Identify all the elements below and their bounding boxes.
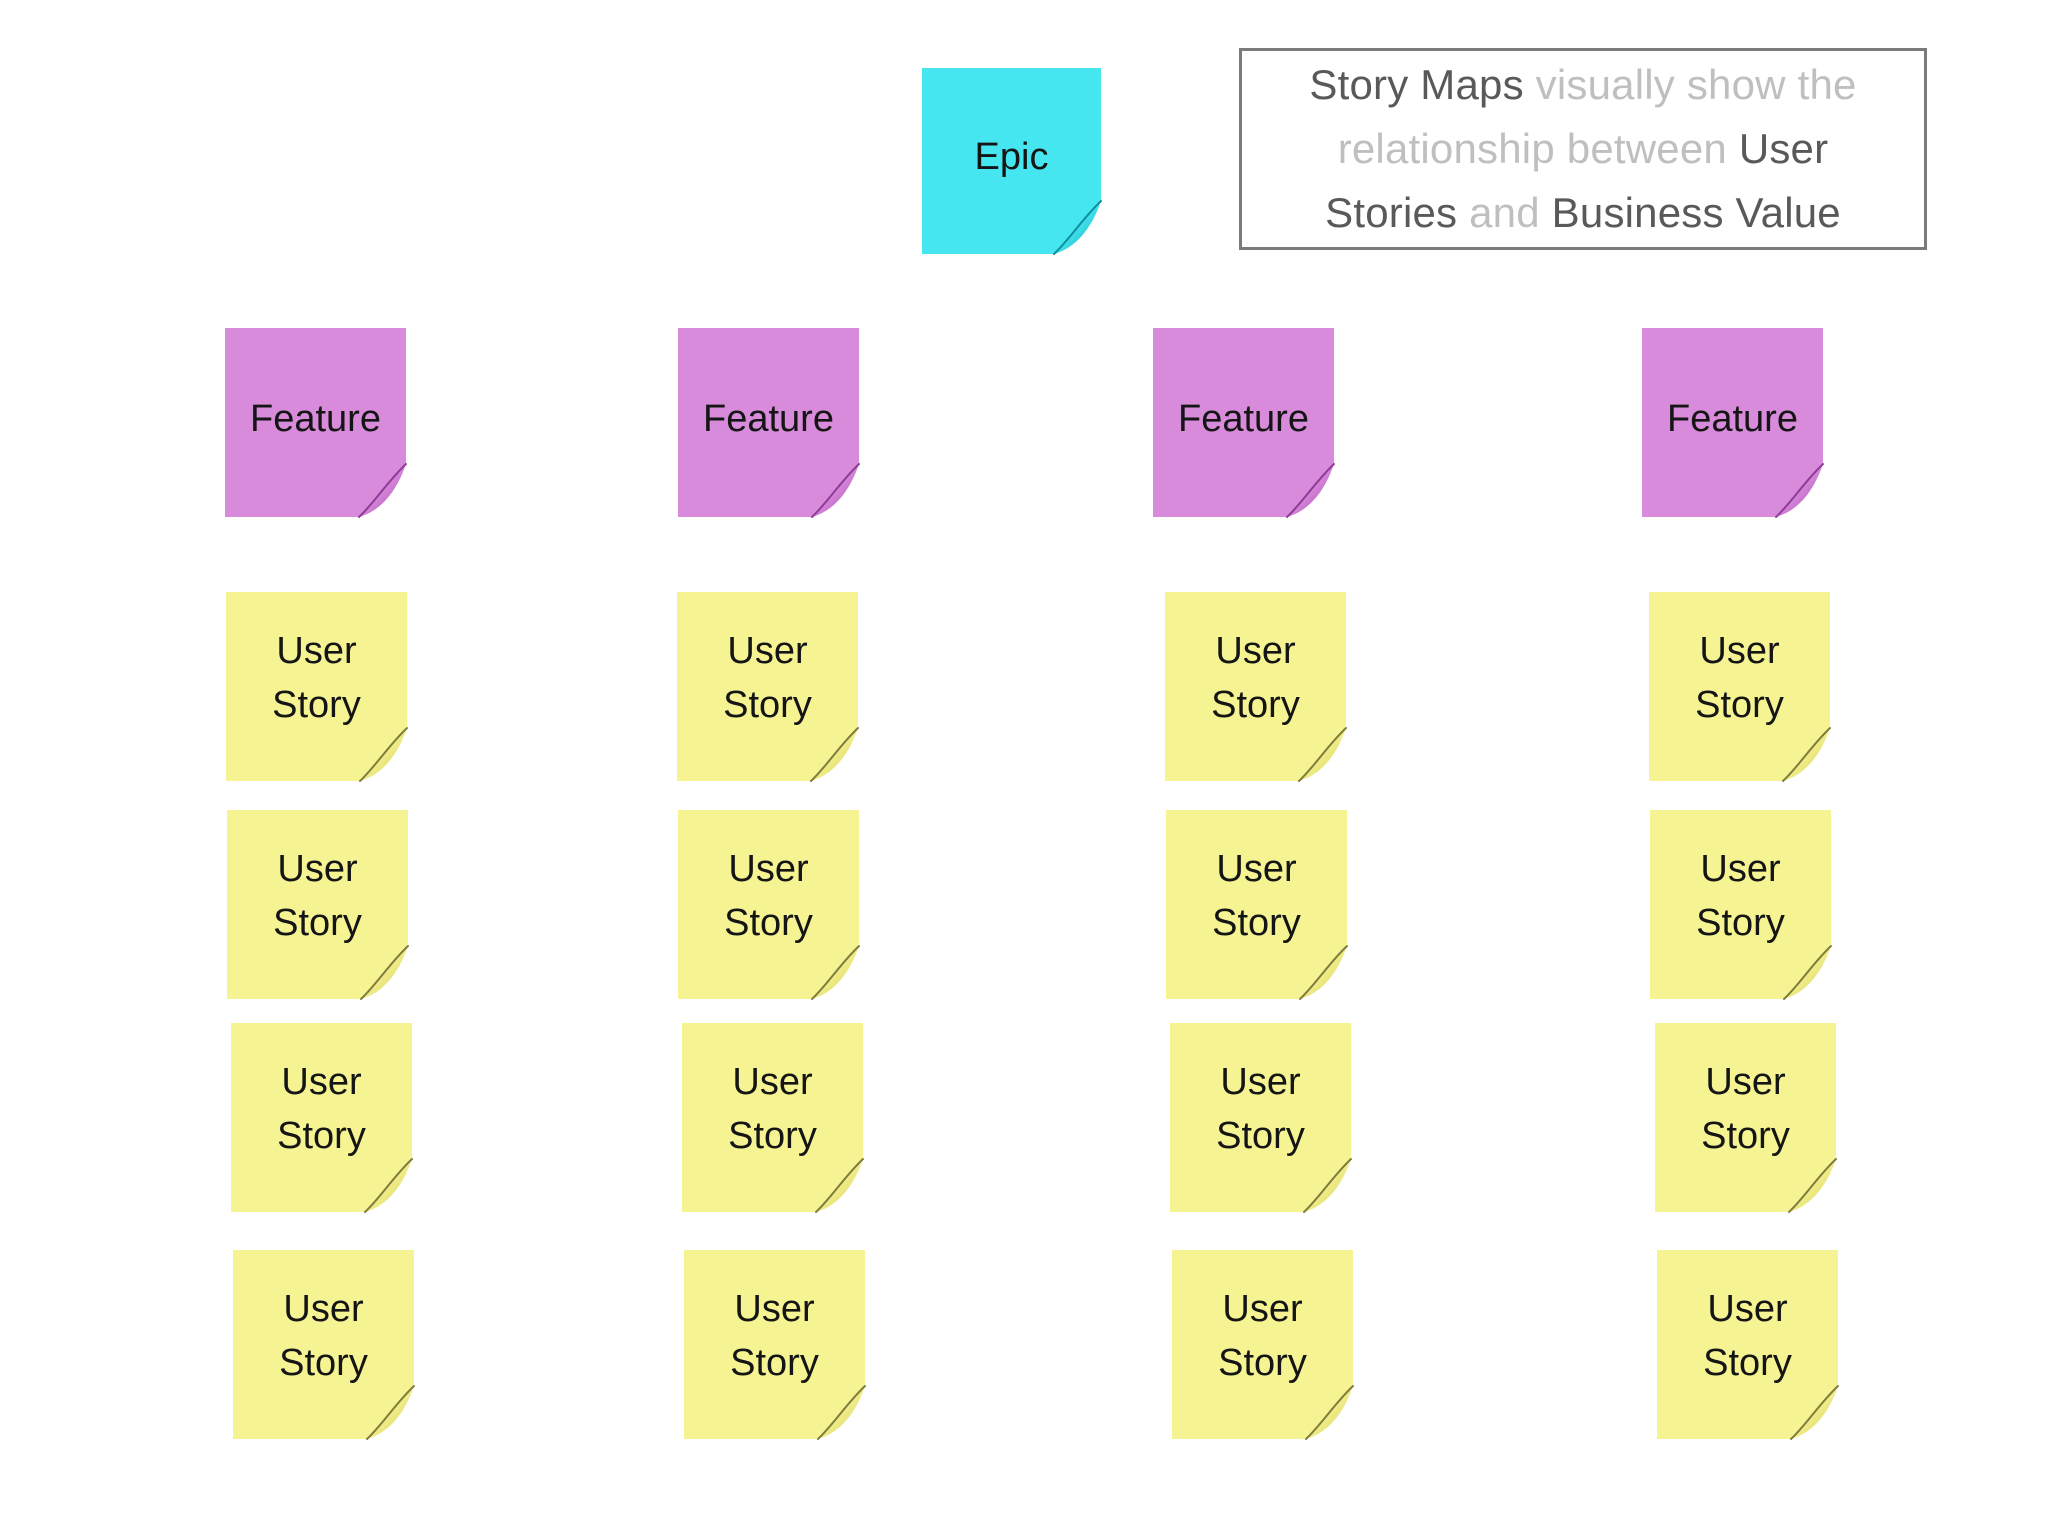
note-body: [226, 592, 407, 781]
epic-note[interactable]: Epic: [922, 68, 1102, 255]
user-story-note-label: User Story: [1211, 629, 1300, 726]
caption-text: and: [1457, 189, 1552, 236]
feature-note-label: Feature: [250, 397, 381, 440]
feature-note-label: Feature: [703, 397, 834, 440]
corner-fold: [1298, 727, 1347, 782]
user-story-note[interactable]: User Story: [227, 810, 409, 1000]
feature-note-label: Feature: [1667, 397, 1798, 440]
caption-text: Business Value: [1551, 189, 1841, 236]
corner-fold: [1775, 463, 1824, 518]
corner-fold: [1053, 200, 1102, 255]
user-story-note-label: User Story: [273, 847, 362, 944]
user-story-note-label: User Story: [277, 1060, 366, 1157]
corner-fold: [811, 945, 860, 1000]
note-body: [1649, 592, 1830, 781]
note-body: [684, 1250, 865, 1439]
caption-text: Stories: [1325, 189, 1458, 236]
caption-text: visually show the: [1523, 61, 1857, 108]
user-story-note[interactable]: User Story: [231, 1023, 413, 1213]
user-story-note-label: User Story: [728, 1060, 817, 1157]
user-story-note[interactable]: User Story: [682, 1023, 864, 1213]
user-story-note-label: User Story: [1696, 847, 1785, 944]
corner-fold: [366, 1385, 415, 1440]
user-story-note[interactable]: User Story: [1170, 1023, 1352, 1213]
note-body: [682, 1023, 863, 1212]
corner-fold: [1788, 1158, 1837, 1213]
caption-text: Story Maps: [1309, 61, 1524, 108]
user-story-note-label: User Story: [1216, 1060, 1305, 1157]
caption-line: relationship between User: [1242, 117, 1924, 181]
user-story-note[interactable]: User Story: [1172, 1250, 1354, 1440]
note-body: [1655, 1023, 1836, 1212]
user-story-note[interactable]: User Story: [678, 810, 860, 1000]
note-body: [677, 592, 858, 781]
user-story-note-label: User Story: [730, 1287, 819, 1384]
corner-fold: [811, 463, 860, 518]
user-story-note-label: User Story: [1703, 1287, 1792, 1384]
note-body: [231, 1023, 412, 1212]
note-body: [1165, 592, 1346, 781]
corner-fold: [360, 945, 409, 1000]
user-story-note[interactable]: User Story: [1649, 592, 1831, 782]
user-story-note[interactable]: User Story: [226, 592, 408, 782]
note-body: [1650, 810, 1831, 999]
user-story-note-label: User Story: [1212, 847, 1301, 944]
corner-fold: [358, 463, 407, 518]
user-story-note-label: User Story: [723, 629, 812, 726]
caption-text: User: [1726, 125, 1829, 172]
user-story-note-label: User Story: [724, 847, 813, 944]
note-body: [1172, 1250, 1353, 1439]
corner-fold: [1305, 1385, 1354, 1440]
caption-line: Story Maps visually show the: [1242, 53, 1924, 117]
note-body: [1166, 810, 1347, 999]
user-story-note[interactable]: User Story: [684, 1250, 866, 1440]
corner-fold: [364, 1158, 413, 1213]
user-story-note-label: User Story: [272, 629, 361, 726]
epic-note-label: Epic: [974, 136, 1049, 179]
note-body: [1170, 1023, 1351, 1212]
user-story-note[interactable]: User Story: [677, 592, 859, 782]
corner-fold: [1783, 945, 1832, 1000]
note-body: [1642, 328, 1823, 517]
caption-box: Story Maps visually show the relationshi…: [1239, 48, 1927, 250]
note-body: [227, 810, 408, 999]
corner-fold: [1299, 945, 1348, 1000]
corner-fold: [817, 1385, 866, 1440]
note-body: [678, 328, 859, 517]
note-body: [233, 1250, 414, 1439]
feature-note[interactable]: Feature: [225, 328, 407, 518]
user-story-note[interactable]: User Story: [1165, 592, 1347, 782]
corner-fold: [1303, 1158, 1352, 1213]
note-body: [1153, 328, 1334, 517]
corner-fold: [810, 727, 859, 782]
feature-note[interactable]: Feature: [678, 328, 860, 518]
note-body: [678, 810, 859, 999]
user-story-note-label: User Story: [1701, 1060, 1790, 1157]
user-story-note[interactable]: User Story: [1657, 1250, 1839, 1440]
note-body: [922, 68, 1101, 254]
user-story-note-label: User Story: [279, 1287, 368, 1384]
user-story-note[interactable]: User Story: [1166, 810, 1348, 1000]
corner-fold: [359, 727, 408, 782]
user-story-note-label: User Story: [1218, 1287, 1307, 1384]
note-body: [1657, 1250, 1838, 1439]
corner-fold: [1782, 727, 1831, 782]
feature-note[interactable]: Feature: [1153, 328, 1335, 518]
user-story-note[interactable]: User Story: [1650, 810, 1832, 1000]
note-body: [225, 328, 406, 517]
corner-fold: [1790, 1385, 1839, 1440]
user-story-note-label: User Story: [1695, 629, 1784, 726]
corner-fold: [1286, 463, 1335, 518]
user-story-note[interactable]: User Story: [1655, 1023, 1837, 1213]
corner-fold: [815, 1158, 864, 1213]
feature-note[interactable]: Feature: [1642, 328, 1824, 518]
caption-text: relationship between: [1337, 125, 1727, 172]
caption-line: Stories and Business Value: [1242, 181, 1924, 245]
user-story-note[interactable]: User Story: [233, 1250, 415, 1440]
feature-note-label: Feature: [1178, 397, 1309, 440]
